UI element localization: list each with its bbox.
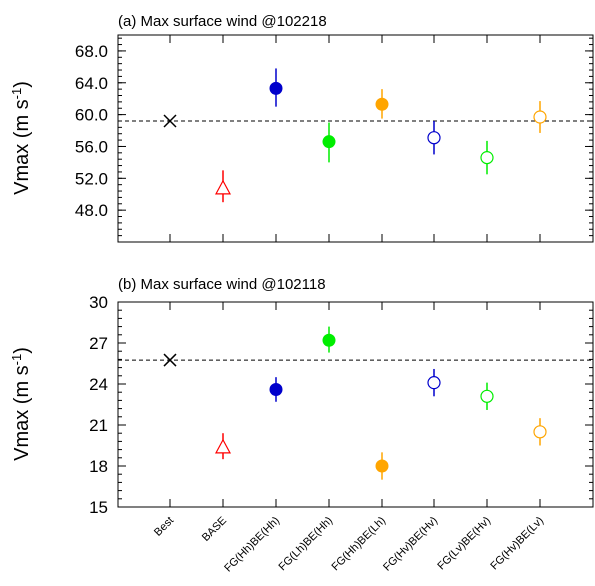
- y-tick-label: 68.0: [75, 42, 108, 61]
- data-point-open-circle: [533, 425, 547, 439]
- data-point-filled-circle: [322, 333, 336, 347]
- panel-a: (a) Max surface wind @102218 Vmax (m s-1…: [9, 13, 594, 243]
- y-tick-label: 18: [89, 457, 108, 476]
- data-point-filled-circle: [269, 81, 283, 95]
- panel-b-title: (b) Max surface wind @102118: [118, 276, 326, 293]
- y-tick-label: 48.0: [75, 201, 108, 220]
- panel-b-plot-frame: [117, 301, 594, 508]
- y-tick-label: 24: [89, 375, 108, 394]
- panel-b-ticks: 15 18 21 24 27 30: [89, 293, 593, 517]
- panel-b: (b) Max surface wind @102118 Vmax (m s-1…: [9, 276, 594, 575]
- data-point-filled-circle: [322, 135, 336, 149]
- data-point-open-circle: [533, 110, 547, 124]
- y-tick-label: 52.0: [75, 169, 108, 188]
- y-tick-label: 64.0: [75, 74, 108, 93]
- x-category-label: FG(Hv)BE(Hv): [381, 515, 440, 574]
- y-tick-label: 15: [89, 498, 108, 517]
- x-category-label: FG(Hh)BE(Hh): [222, 515, 282, 575]
- panel-a-y-axis-label: Vmax (m s-1): [9, 81, 33, 195]
- y-tick-label: 56.0: [75, 137, 108, 156]
- x-category-labels: Best BASEFG(Hh)BE(Hh)FG(Lh)BE(Hh)FG(Hh)BE…: [152, 515, 546, 575]
- data-point-cross: [163, 114, 177, 128]
- x-category-label: Best: [152, 515, 176, 539]
- data-point-filled-circle: [375, 459, 389, 473]
- x-category-label: FG(Hv)BE(Lv): [488, 515, 546, 573]
- panel-b-marks: [118, 326, 593, 480]
- data-point-open-circle: [480, 389, 494, 403]
- panel-a-title: (a) Max surface wind @102218: [118, 13, 327, 30]
- data-point-open-circle: [427, 376, 441, 390]
- panel-a-ticks: 48.0 52.0 56.0 60.0 64.0 68.0: [75, 35, 593, 243]
- x-category-label: FG(Hh)BE(Lh): [329, 515, 388, 574]
- data-point-triangle: [214, 438, 232, 454]
- data-point-open-circle: [427, 131, 441, 145]
- data-point-filled-circle: [375, 97, 389, 111]
- data-point-cross: [163, 353, 177, 367]
- y-tick-label: 60.0: [75, 106, 108, 125]
- x-category-label: FG(Lv)BE(Hv): [435, 515, 493, 573]
- data-point-open-circle: [480, 151, 494, 165]
- panel-a-marks: [118, 68, 593, 203]
- y-tick-label: 21: [89, 416, 108, 435]
- y-tick-label: 27: [89, 334, 108, 353]
- y-tick-label: 30: [89, 293, 108, 312]
- x-category-label: FG(Lh)BE(Hh): [276, 515, 335, 574]
- x-category-label: BASE: [200, 515, 229, 544]
- panel-a-plot-frame: [117, 34, 594, 243]
- data-point-triangle: [214, 179, 232, 195]
- panel-b-y-axis-label: Vmax (m s-1): [9, 347, 33, 461]
- data-point-filled-circle: [269, 382, 283, 396]
